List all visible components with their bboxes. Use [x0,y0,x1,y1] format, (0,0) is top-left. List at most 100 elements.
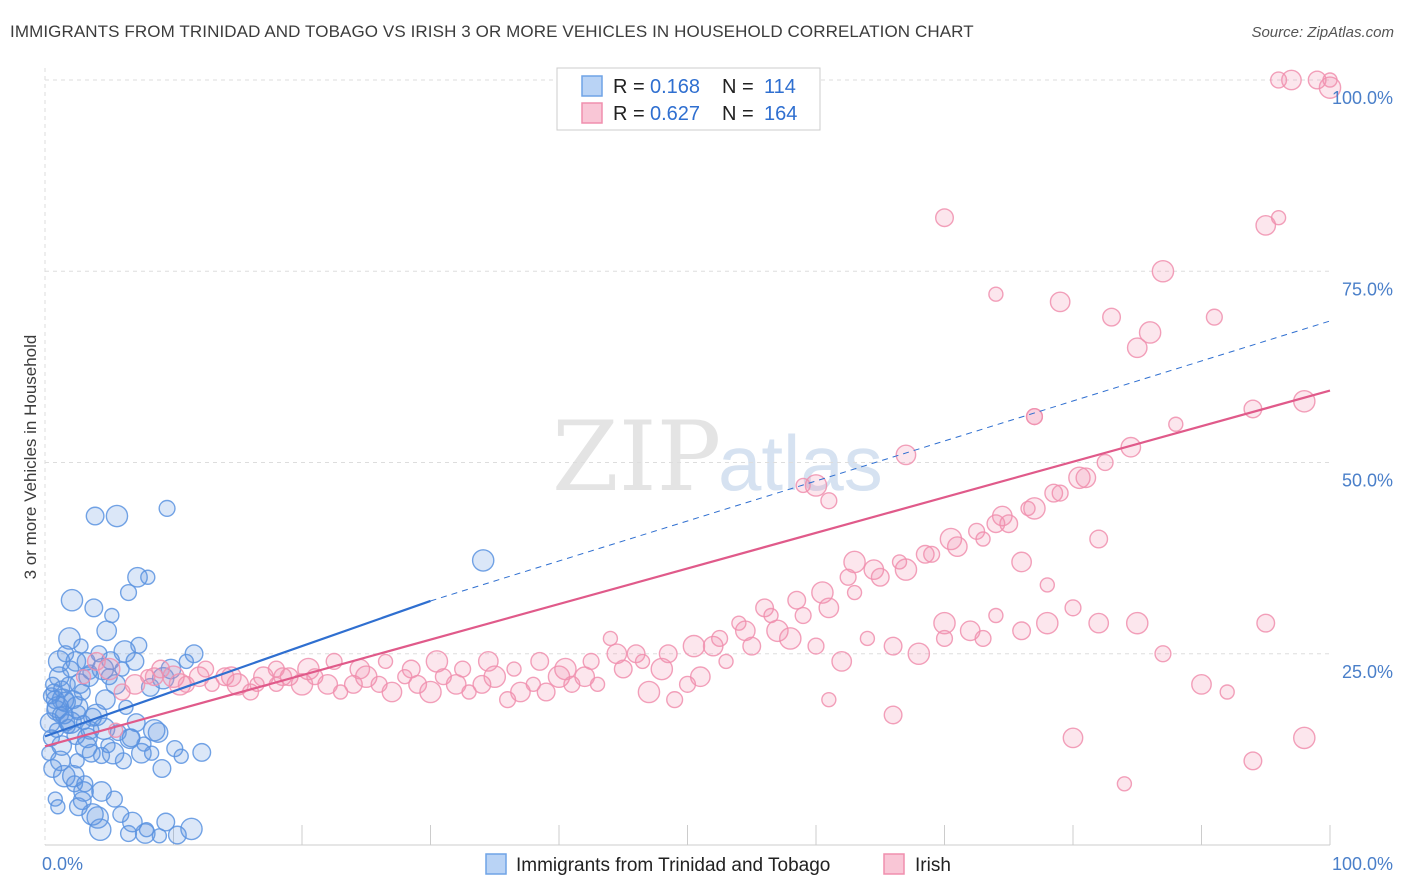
data-point [602,630,619,647]
data-point [144,667,164,687]
data-point [136,736,152,752]
data-point [883,705,903,725]
data-point [870,567,890,587]
data-point [510,681,531,703]
data-point [1062,727,1084,749]
data-point [419,680,442,704]
data-point [119,583,138,602]
data-point [974,629,992,648]
data-point [72,791,92,811]
data-point [1219,684,1235,700]
data-point [472,674,492,694]
data-point [1039,577,1056,593]
data-point [1049,291,1071,313]
data-point [92,746,111,765]
legend-r-value: 0.168 [650,76,700,98]
data-point [589,676,606,693]
data-point [846,584,863,601]
data-point [1281,69,1302,91]
data-point [1068,466,1091,490]
data-point [999,514,1019,534]
data-point [731,615,747,631]
data-point [124,673,146,695]
series-swatch-pink [883,853,905,875]
data-point [96,620,118,642]
data-point [766,619,789,643]
data-point [397,669,413,685]
data-point [381,681,403,703]
data-point [821,691,837,708]
data-point [97,657,121,681]
trend-line-0 [44,599,431,738]
data-point [536,682,556,702]
y-tick-label: 100.0% [1332,88,1393,108]
data-point [895,444,917,466]
data-point [317,673,339,695]
data-point [349,658,371,680]
data-point [119,824,138,843]
data-point [1243,399,1263,419]
data-point [152,759,172,779]
data-point [506,661,522,677]
trend-line-extension-0 [430,320,1331,602]
data-point [1138,321,1162,344]
data-point [74,735,98,759]
data-point [192,742,212,762]
data-point [742,636,762,656]
data-point [130,636,148,654]
data-point [84,598,104,618]
data-point [332,684,349,700]
data-point [1191,673,1212,695]
data-point [184,644,204,664]
data-point [454,660,472,678]
data-point [935,629,954,648]
data-point [197,660,215,678]
data-point [1255,214,1277,236]
series-name-trinidad: Immigrants from Trinidad and Tobago [516,855,830,876]
data-point [613,659,633,679]
y-tick-label: 75.0% [1342,279,1393,299]
series-swatch-blue [485,853,507,875]
data-point [1089,529,1109,549]
data-point [471,549,495,572]
data-point [1168,416,1184,432]
data-point [158,499,176,518]
axes [44,68,1331,846]
data-point [626,644,646,664]
data-point [105,504,129,528]
x-tick-label: 0.0% [42,854,83,874]
data-point [377,653,394,670]
data-point [173,748,189,764]
legend-r-value: 0.627 [650,103,700,125]
trend-line-1 [44,389,1331,748]
data-point [105,790,123,808]
data-point [787,590,807,610]
data-point [151,659,171,679]
data-point [894,558,918,581]
data-point [988,607,1004,624]
data-point [94,689,116,711]
data-point [923,545,941,563]
data-point [86,806,109,829]
data-point [1075,467,1097,489]
data-point [1025,408,1044,426]
data-point [140,569,156,585]
data-point [820,492,838,510]
data-point [907,642,931,666]
data-point [156,812,176,832]
data-point [1064,599,1082,617]
data-point [634,653,651,670]
series-points-0 [39,499,495,845]
data-point [134,823,156,844]
data-point [461,684,477,700]
data-point [755,598,775,618]
data-point [85,506,105,526]
data-point [53,680,71,698]
data-point [933,611,956,635]
data-point [477,651,499,672]
data-point [43,759,63,779]
data-point [1120,436,1142,458]
data-point [147,722,169,743]
data-point [1102,307,1122,327]
data-point [843,550,866,574]
